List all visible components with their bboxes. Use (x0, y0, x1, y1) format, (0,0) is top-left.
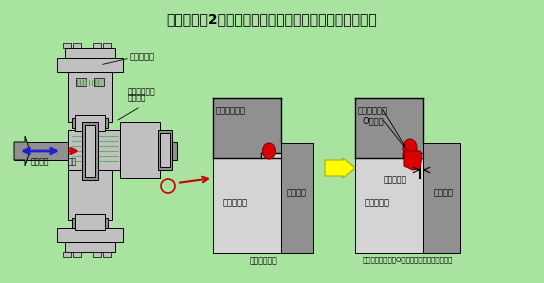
FancyArrow shape (325, 158, 355, 178)
Text: ケーシング: ケーシング (130, 52, 155, 61)
Bar (94, 78, 104, 86)
Bar (68, 170, 112, 220)
Bar (73, 252, 81, 257)
Text: ケーシング: ケーシング (222, 198, 248, 207)
Text: 荷重: 荷重 (67, 157, 77, 166)
Bar (75, 214, 105, 230)
Bar (72, 218, 108, 228)
Bar (63, 252, 71, 257)
Bar (355, 158, 423, 253)
Text: （微小な隙間よりOリングがはみ出した状態）: （微小な隙間よりOリングがはみ出した状態） (363, 256, 453, 263)
Bar (213, 98, 281, 158)
Bar (72, 118, 108, 128)
Text: フランジ: フランジ (287, 188, 307, 197)
Text: 往復運動: 往復運動 (31, 157, 50, 166)
Text: （初期状態）: （初期状態） (249, 256, 277, 265)
Bar (103, 252, 111, 257)
Bar (65, 242, 115, 252)
Polygon shape (404, 151, 422, 170)
Polygon shape (14, 136, 30, 166)
Bar (213, 158, 281, 253)
Ellipse shape (263, 143, 275, 159)
Bar (82, 122, 98, 180)
Bar (103, 43, 111, 48)
Text: 伊方発電所2号機　充てんポンプフランジ部構造概略図: 伊方発電所2号機 充てんポンプフランジ部構造概略図 (166, 12, 378, 26)
Text: リフト押さえ: リフト押さえ (128, 87, 156, 96)
Bar (63, 43, 71, 48)
Bar (68, 130, 122, 170)
Text: Oリング: Oリング (362, 116, 384, 125)
Bar (120, 122, 160, 178)
Bar (403, 153, 423, 163)
Bar (261, 153, 281, 163)
Bar (160, 133, 170, 167)
Text: リフト押さえ: リフト押さえ (216, 106, 246, 115)
Bar (57, 58, 123, 72)
Bar (65, 48, 115, 58)
Bar (76, 78, 86, 86)
Bar (57, 228, 123, 242)
Bar (73, 43, 81, 48)
Bar (158, 130, 172, 170)
Bar (75, 115, 105, 131)
Bar (85, 125, 95, 177)
Bar (423, 143, 460, 253)
Bar (93, 43, 101, 48)
Ellipse shape (403, 139, 417, 157)
Text: ケーシング: ケーシング (364, 198, 390, 207)
Text: 微小な隙間: 微小な隙間 (384, 175, 406, 184)
Text: リフト押さえ: リフト押さえ (358, 106, 388, 115)
Bar (14, 142, 177, 160)
Text: フランジ: フランジ (128, 93, 146, 102)
Bar (281, 143, 313, 253)
Bar (93, 252, 101, 257)
Text: フランジ: フランジ (434, 188, 454, 197)
Bar (68, 72, 112, 122)
Bar (355, 98, 423, 158)
